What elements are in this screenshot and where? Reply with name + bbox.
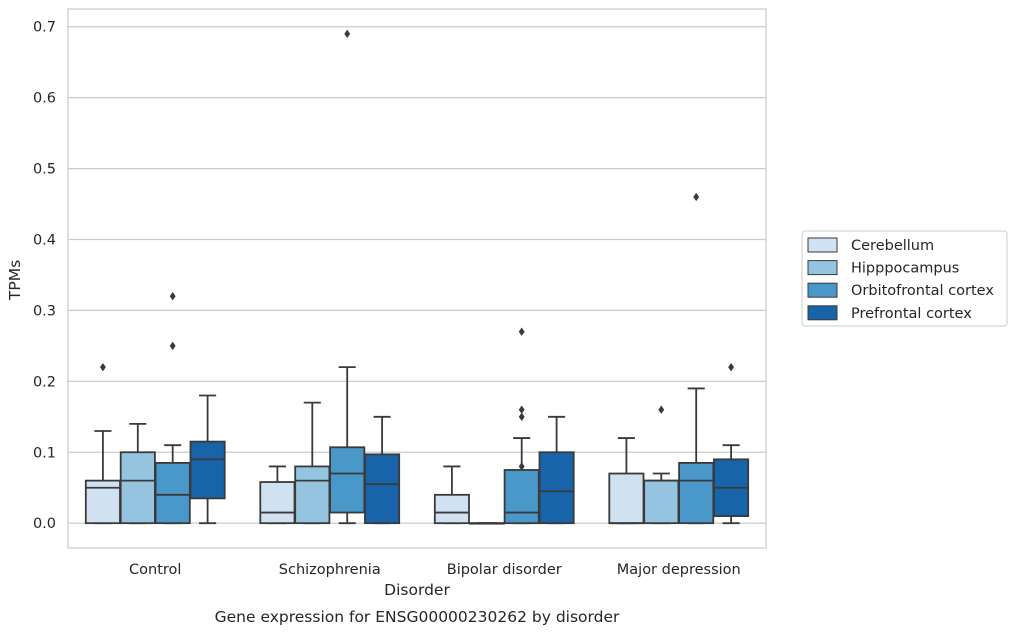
box-body — [433, 493, 470, 525]
box-body — [294, 465, 331, 525]
box-body — [189, 440, 226, 500]
boxes-layer — [84, 29, 750, 525]
y-tick-labels: 0.0 0.1 0.2 0.3 0.4 0.5 0.6 0.7 — [33, 20, 56, 532]
legend-swatch-0 — [807, 237, 838, 253]
box-2-0 — [433, 465, 470, 525]
x-tick-labels: Control Schizophrenia Bipolar disorder Majo… — [129, 562, 741, 578]
legend-frame — [801, 230, 1008, 327]
box-1-0 — [259, 465, 296, 525]
legend-swatch-3 — [807, 305, 838, 321]
box-0-2 — [154, 292, 191, 525]
box-body — [119, 451, 156, 525]
y-tick-label-5: 0.5 — [33, 162, 56, 178]
x-tick-label-0: Control — [129, 562, 181, 578]
flier-point-1 — [169, 292, 176, 301]
box-1-3 — [364, 415, 401, 525]
flier-point-0 — [693, 192, 700, 202]
chart-caption: Gene expression for ENSG00000230262 by d… — [215, 608, 620, 626]
y-tick-label-2: 0.2 — [33, 374, 56, 390]
box-3-1 — [643, 405, 680, 525]
x-axis-label: Disorder — [384, 581, 450, 599]
legend: Cerebellum Hipppocampus Orbitofrontal cort… — [801, 230, 1008, 327]
box-1-2 — [329, 29, 366, 525]
flier-point-0 — [518, 462, 525, 471]
box-body — [643, 479, 680, 525]
box-2-3 — [538, 415, 575, 525]
y-tick-label-6: 0.6 — [33, 91, 56, 107]
legend-swatch-1 — [807, 260, 838, 276]
y-tick-label-0: 0.0 — [33, 516, 56, 532]
legend-label-2: Orbitofrontal cortex — [851, 283, 994, 299]
y-tick-label-4: 0.4 — [33, 232, 56, 248]
box-body — [259, 481, 296, 525]
flier-point-0 — [169, 341, 176, 351]
box-3-2 — [678, 192, 715, 525]
flier-point-0 — [344, 29, 351, 39]
box-body — [329, 446, 366, 514]
box-body — [503, 469, 540, 525]
y-axis-label: TPMs — [6, 260, 24, 301]
box-body — [364, 453, 401, 525]
box-0-1 — [119, 422, 156, 525]
box-body — [538, 451, 575, 525]
box-body — [154, 461, 191, 525]
grid-layer — [68, 26, 766, 524]
y-tick-label-7: 0.7 — [33, 20, 56, 36]
y-tick-label-3: 0.3 — [33, 303, 56, 319]
x-tick-label-1: Schizophrenia — [279, 562, 381, 578]
box-2-2 — [503, 327, 540, 525]
legend-swatch-2 — [807, 282, 838, 298]
box-0-0 — [84, 362, 121, 525]
flier-point-3 — [518, 327, 525, 336]
y-tick-label-1: 0.1 — [33, 445, 56, 461]
flier-point-0 — [99, 362, 106, 372]
legend-label-1: Hipppocampus — [851, 261, 959, 277]
legend-label-0: Cerebellum — [851, 238, 934, 254]
box-body — [608, 472, 645, 525]
x-tick-label-2: Bipolar disorder — [447, 562, 562, 578]
legend-label-3: Prefrontal cortex — [851, 306, 972, 322]
box-2-1 — [468, 522, 505, 525]
plot-frame — [67, 8, 767, 549]
flier-point-0 — [658, 405, 665, 414]
flier-point-0 — [728, 362, 735, 372]
x-tick-label-3: Major depression — [617, 562, 741, 578]
legend-items: Cerebellum Hipppocampus Orbitofrontal cort… — [807, 237, 994, 322]
flier-point-2 — [518, 405, 525, 414]
box-3-3 — [713, 362, 750, 525]
box-1-1 — [294, 401, 331, 525]
flier-point-1 — [518, 412, 525, 421]
box-body — [678, 461, 715, 525]
box-3-0 — [608, 437, 645, 525]
box-0-3 — [189, 394, 226, 525]
